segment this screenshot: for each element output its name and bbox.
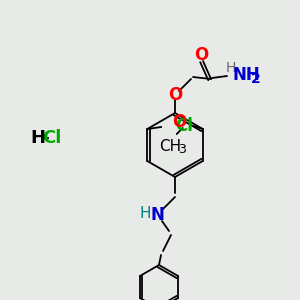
Text: N: N	[150, 206, 164, 224]
Text: H: H	[31, 129, 46, 147]
Text: H: H	[140, 206, 151, 220]
Text: NH: NH	[233, 66, 261, 84]
Text: Cl: Cl	[42, 129, 62, 147]
Text: O: O	[168, 86, 182, 104]
Text: Cl: Cl	[175, 117, 193, 135]
Text: 3: 3	[178, 143, 186, 156]
Text: 2: 2	[251, 72, 261, 86]
Text: O: O	[172, 113, 187, 131]
Text: O: O	[194, 46, 208, 64]
Text: H: H	[226, 61, 236, 75]
Text: CH: CH	[159, 139, 181, 154]
